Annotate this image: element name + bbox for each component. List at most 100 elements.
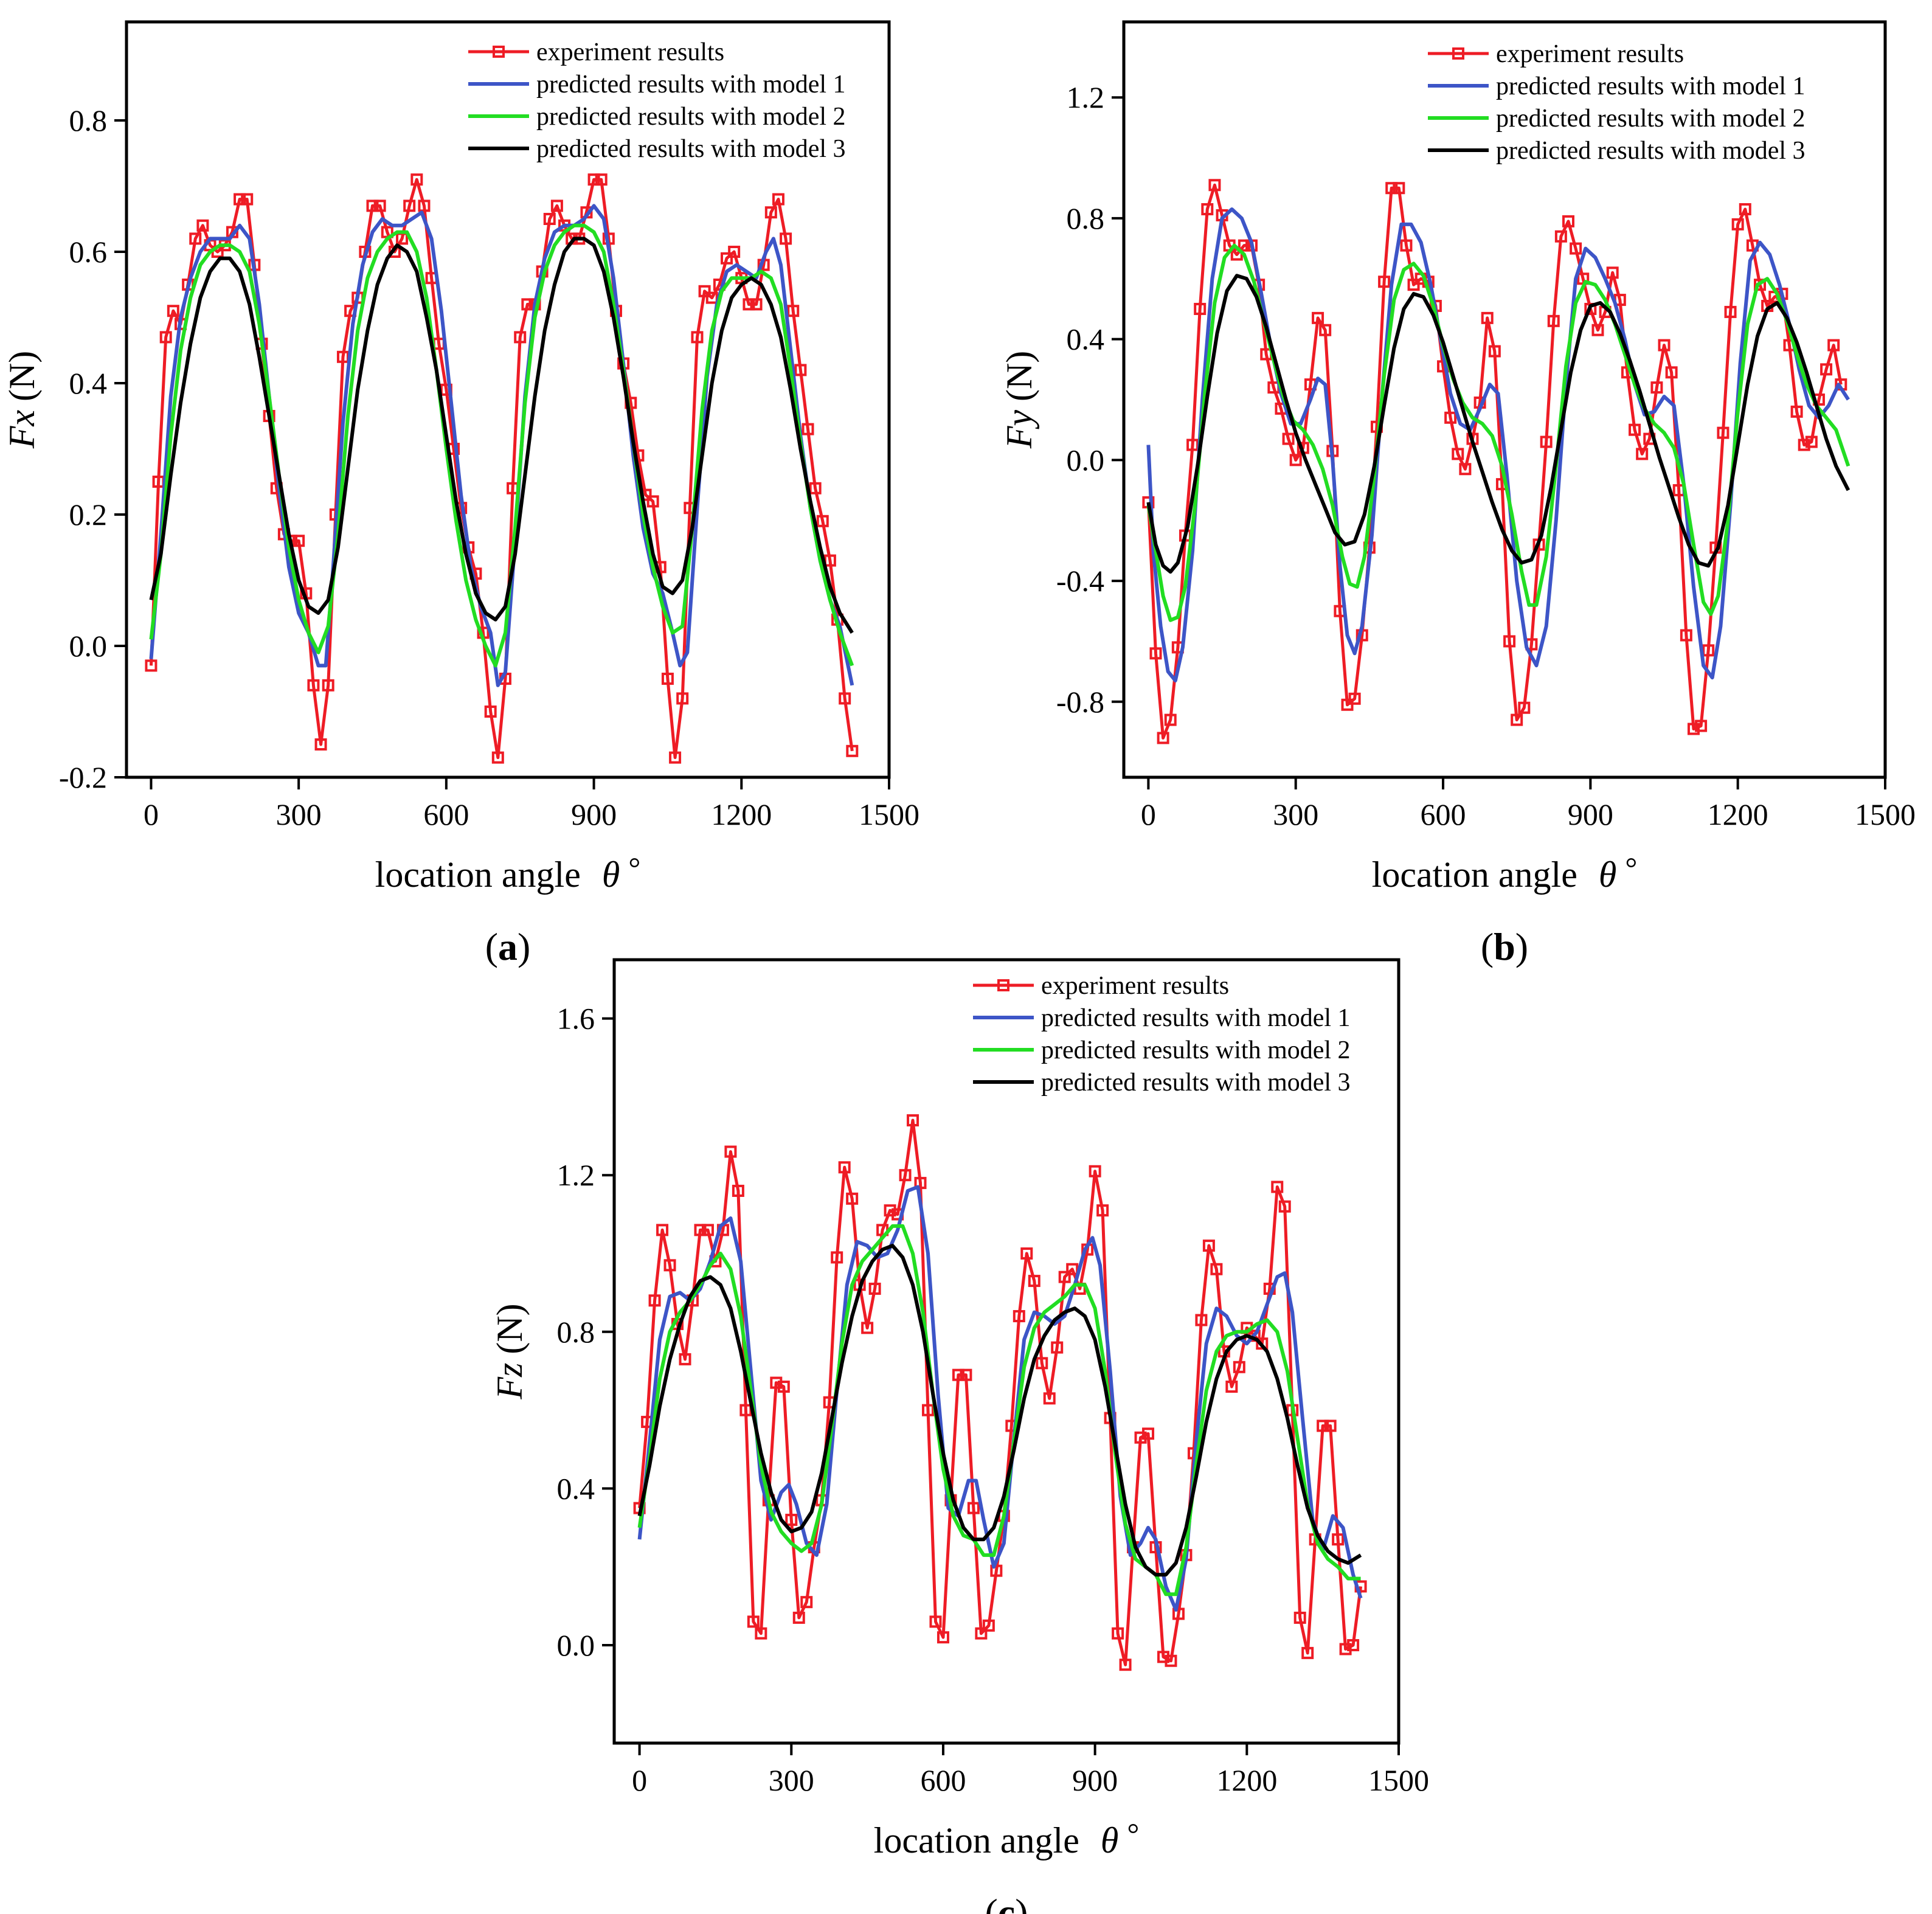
data-point [747,1615,760,1628]
legend-label-4: predicted results with model 3 [536,135,846,163]
legend-label-3: predicted results with model 2 [1496,105,1806,133]
y-axis-unit: (N) [490,1303,530,1354]
series-line-4 [1146,274,1851,574]
y-tick-label: 0.8 [1067,201,1105,235]
x-axis-symbol: θ [602,855,620,895]
panel-label: (a) [485,925,531,968]
data-point [145,659,158,672]
x-axis-unit: ° [628,851,640,885]
data-point [1208,179,1221,192]
data-point [1157,732,1169,744]
panel-b: 0 300 600 900 1200 1500 -0.8 -0.4 0.0 0.4 0.8 1.2 lo… [999,20,1916,968]
data-point [743,298,755,311]
data-point [1347,1639,1360,1651]
y-tick-label: 0.4 [1067,322,1105,356]
data-point [1186,439,1199,451]
data-point [595,173,608,186]
data-point [1754,279,1767,291]
x-tick-label: 300 [276,797,322,831]
data-point [787,305,800,317]
data-point [189,232,202,245]
panel-label-open: ( [485,925,498,968]
data-point [1702,644,1715,657]
data-point [1238,239,1250,252]
x-tick-label: 0 [1141,797,1156,831]
data-point [521,298,534,311]
data-point [1195,1314,1208,1326]
y-tick-label: 0.4 [557,1471,595,1505]
data-point [1112,1627,1124,1640]
data-point [679,1353,691,1365]
data-point [1827,339,1840,352]
data-point [1378,276,1391,288]
legend-marker [997,979,1009,991]
data-point [698,285,711,297]
data-point [802,423,814,435]
panel-label-letter: c [998,1891,1015,1914]
data-point [952,1368,964,1381]
data-point [1020,1247,1033,1260]
data-point [543,213,556,225]
data-point [861,1322,874,1334]
x-axis-unit: ° [1127,1817,1139,1851]
data-point [1488,345,1501,358]
x-tick-label: 0 [144,797,159,831]
data-point [755,1627,767,1640]
y-tick-label: 0.6 [69,235,108,269]
x-tick-label: 1500 [859,797,919,831]
data-point [1225,1380,1238,1393]
data-point [800,1596,813,1609]
legend-label-4: predicted results with model 3 [1496,137,1806,165]
data-point [772,193,784,206]
x-tick-label: 900 [1568,797,1613,831]
x-axis-unit: ° [1625,851,1637,885]
data-point [669,751,682,764]
series-line-2 [637,1185,1363,1612]
data-point [691,331,704,344]
data-point [816,515,829,527]
data-point [1332,1533,1345,1546]
data-point [785,1513,798,1526]
x-tick-label: 600 [1421,797,1466,831]
panel-label-close: ) [1015,1891,1028,1914]
x-tick-label: 600 [920,1763,966,1797]
y-axis-unit: (N) [999,351,1039,401]
data-point [491,751,504,764]
data-point [1717,426,1729,439]
legend-label-2: predicted results with model 1 [536,71,846,99]
series-group [145,173,859,764]
data-point [1289,454,1302,466]
x-tick-label: 1200 [711,797,772,831]
panel-label-letter: a [498,925,518,968]
data-point [838,1161,851,1174]
x-axis-label-text: location angle [1372,855,1577,895]
data-point [1282,432,1295,445]
legend-label-4: predicted results with model 3 [1041,1069,1351,1097]
series-line-1 [638,1118,1363,1666]
data-point [1629,423,1641,436]
data-point [656,1224,669,1236]
data-point [1142,1427,1155,1440]
panel-label-open: ( [1481,925,1494,968]
data-point [1194,302,1207,315]
series-line-4 [637,1244,1362,1577]
x-tick-label: 600 [423,797,469,831]
data-point [366,199,379,212]
data-point [982,1619,995,1632]
panel-label: (c) [985,1891,1028,1914]
data-point [868,1282,881,1295]
plot-frame [1122,20,1887,779]
x-tick-label: 300 [769,1763,814,1797]
data-point [663,1259,676,1272]
data-point [1798,439,1810,451]
data-point [1089,1165,1101,1177]
data-point [293,535,305,547]
data-point [676,692,689,705]
data-point [1591,324,1604,336]
x-tick-label: 1200 [1708,797,1768,831]
data-point [373,199,386,212]
data-point [1444,411,1457,424]
data-point [1036,1357,1048,1370]
x-tick-label: 900 [571,797,617,831]
